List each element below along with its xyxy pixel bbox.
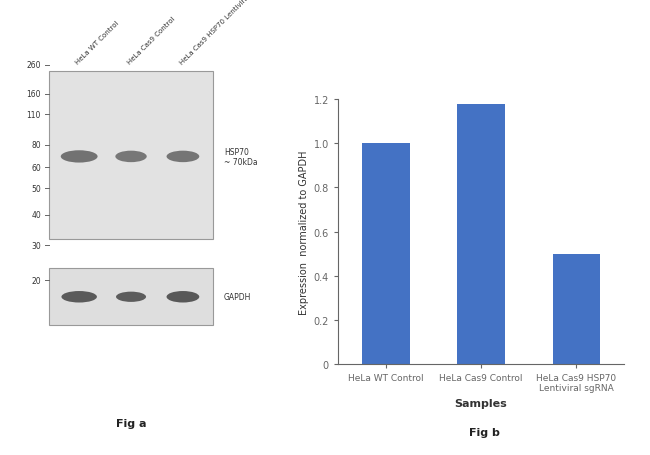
Text: 60: 60 — [31, 164, 41, 172]
Text: 40: 40 — [31, 211, 41, 220]
Ellipse shape — [166, 152, 200, 163]
Text: HeLa WT Control: HeLa WT Control — [75, 20, 120, 66]
Text: 80: 80 — [31, 141, 41, 150]
Text: 160: 160 — [27, 90, 41, 99]
Ellipse shape — [116, 292, 146, 302]
Bar — [362, 144, 410, 364]
Text: 260: 260 — [27, 61, 41, 70]
Text: 50: 50 — [31, 184, 41, 193]
Text: 20: 20 — [31, 276, 41, 285]
Text: 30: 30 — [31, 242, 41, 250]
Bar — [49, 268, 213, 326]
Text: HeLa Cas9 Control: HeLa Cas9 Control — [127, 16, 177, 66]
Y-axis label: Expression  normalized to GAPDH: Expression normalized to GAPDH — [300, 150, 309, 314]
Ellipse shape — [115, 152, 147, 163]
Text: HeLa Cas9 HSP70 Lentiviral sgRNA: HeLa Cas9 HSP70 Lentiviral sgRNA — [179, 0, 269, 66]
Text: GAPDH: GAPDH — [224, 293, 252, 302]
Text: Fig b: Fig b — [469, 427, 500, 437]
Ellipse shape — [166, 291, 200, 303]
Text: Fig a: Fig a — [116, 418, 146, 428]
Bar — [457, 105, 505, 364]
Ellipse shape — [60, 151, 98, 163]
Ellipse shape — [61, 291, 97, 303]
Text: HSP70
~ 70kDa: HSP70 ~ 70kDa — [224, 147, 257, 167]
X-axis label: Samples: Samples — [454, 398, 508, 408]
Bar — [552, 254, 600, 364]
Text: 110: 110 — [27, 111, 41, 119]
Bar — [49, 72, 213, 240]
